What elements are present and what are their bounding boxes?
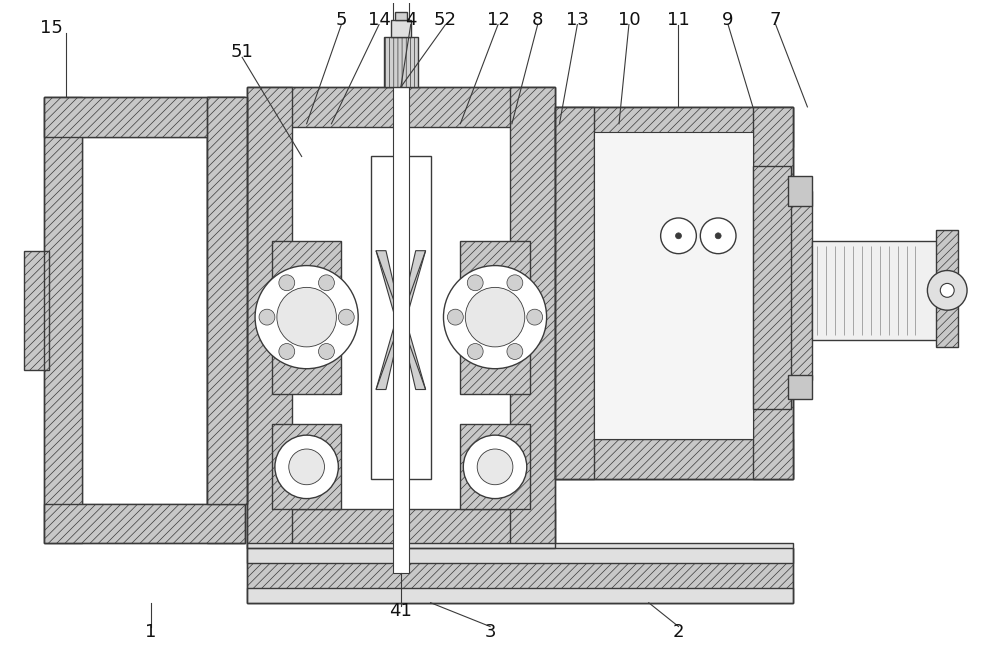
- Bar: [555, 439, 793, 479]
- Bar: [272, 241, 341, 394]
- Circle shape: [279, 275, 295, 291]
- Text: 15: 15: [40, 19, 63, 37]
- Text: 52: 52: [434, 11, 457, 29]
- Circle shape: [715, 233, 721, 239]
- Text: 5: 5: [336, 11, 347, 29]
- Bar: [247, 548, 793, 602]
- Text: 7: 7: [770, 11, 781, 29]
- Bar: [247, 509, 555, 548]
- Circle shape: [477, 449, 513, 485]
- Text: 4: 4: [405, 11, 417, 29]
- Bar: [555, 107, 793, 479]
- Circle shape: [319, 275, 334, 291]
- Bar: [510, 87, 555, 548]
- Text: 9: 9: [722, 11, 734, 29]
- Circle shape: [940, 283, 954, 297]
- Bar: [272, 424, 341, 509]
- Circle shape: [463, 435, 527, 499]
- Circle shape: [507, 344, 523, 359]
- Circle shape: [289, 449, 324, 485]
- Bar: [788, 374, 812, 400]
- Bar: [460, 424, 530, 509]
- Bar: [247, 548, 793, 602]
- Bar: [555, 107, 793, 146]
- Circle shape: [319, 344, 334, 359]
- Bar: [393, 0, 409, 573]
- Bar: [247, 87, 555, 548]
- Bar: [384, 37, 418, 87]
- Bar: [395, 12, 407, 20]
- Bar: [936, 230, 958, 347]
- Bar: [207, 97, 247, 503]
- Text: 51: 51: [231, 43, 254, 61]
- Text: 14: 14: [368, 11, 390, 29]
- Circle shape: [443, 265, 547, 368]
- Bar: [391, 20, 411, 37]
- Text: 1: 1: [145, 624, 157, 642]
- Circle shape: [507, 275, 523, 291]
- Bar: [788, 192, 812, 380]
- Text: 13: 13: [566, 11, 589, 29]
- Circle shape: [527, 309, 543, 325]
- Circle shape: [279, 344, 295, 359]
- Bar: [44, 97, 245, 136]
- Bar: [44, 97, 82, 543]
- Bar: [555, 107, 594, 479]
- Circle shape: [338, 309, 354, 325]
- Bar: [44, 503, 245, 543]
- Circle shape: [277, 287, 336, 347]
- Text: 8: 8: [532, 11, 543, 29]
- Bar: [207, 97, 245, 543]
- Bar: [82, 136, 207, 503]
- Circle shape: [467, 344, 483, 359]
- Text: 10: 10: [618, 11, 640, 29]
- Bar: [788, 176, 812, 206]
- Circle shape: [700, 218, 736, 253]
- Bar: [247, 588, 793, 602]
- Bar: [292, 127, 510, 509]
- Bar: [812, 241, 941, 340]
- Circle shape: [259, 309, 275, 325]
- Circle shape: [661, 218, 696, 253]
- Bar: [371, 156, 431, 479]
- Bar: [753, 166, 791, 410]
- Circle shape: [275, 435, 338, 499]
- Bar: [594, 132, 753, 439]
- Bar: [24, 251, 49, 370]
- Bar: [247, 87, 555, 127]
- Circle shape: [255, 265, 358, 368]
- Text: 3: 3: [484, 624, 496, 642]
- Bar: [555, 107, 793, 479]
- Bar: [247, 543, 793, 563]
- Bar: [247, 87, 292, 548]
- Circle shape: [676, 233, 681, 239]
- Bar: [753, 107, 793, 479]
- Circle shape: [447, 309, 463, 325]
- Bar: [44, 97, 245, 543]
- Circle shape: [927, 271, 967, 310]
- Text: 41: 41: [389, 602, 412, 620]
- Bar: [460, 241, 530, 394]
- Circle shape: [465, 287, 525, 347]
- Text: 2: 2: [673, 624, 684, 642]
- Text: 11: 11: [667, 11, 690, 29]
- Polygon shape: [376, 251, 426, 390]
- Text: 12: 12: [487, 11, 509, 29]
- Circle shape: [467, 275, 483, 291]
